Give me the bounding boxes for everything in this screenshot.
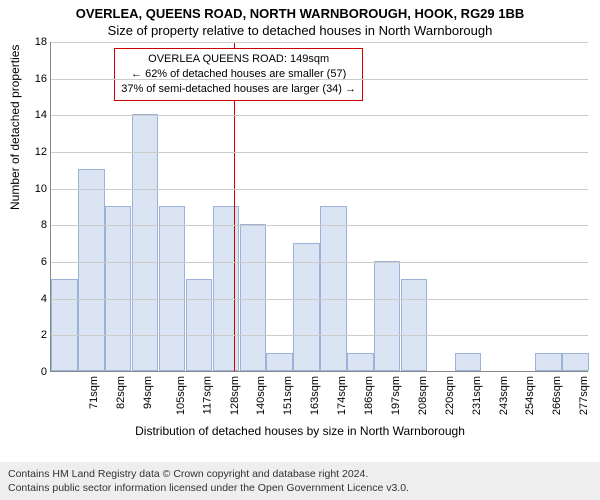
x-tick-label: 277sqm (578, 376, 590, 415)
y-tick-label: 18 (23, 36, 47, 48)
histogram-bar (535, 353, 561, 371)
x-tick-label: 266sqm (551, 376, 563, 415)
histogram-bar (401, 279, 427, 371)
histogram-bar (186, 279, 212, 371)
x-tick-label: 128sqm (229, 376, 241, 415)
footer: Contains HM Land Registry data © Crown c… (0, 462, 600, 500)
x-tick-label: 105sqm (175, 376, 187, 415)
x-tick-label: 197sqm (390, 376, 402, 415)
histogram-bar (51, 279, 77, 371)
y-tick-label: 4 (23, 293, 47, 305)
y-tick-label: 6 (23, 256, 47, 268)
x-tick-label: 71sqm (88, 376, 100, 409)
x-tick-label: 186sqm (363, 376, 375, 415)
histogram-bar (320, 206, 346, 371)
histogram-bar (266, 353, 292, 371)
histogram-bar (347, 353, 373, 371)
x-tick-label: 243sqm (498, 376, 510, 415)
footer-line-2: Contains public sector information licen… (8, 481, 592, 495)
grid-line (51, 79, 588, 80)
page-subtitle: Size of property relative to detached ho… (0, 21, 600, 42)
grid-line (51, 152, 588, 153)
histogram-bar (159, 206, 185, 371)
histogram-bar (562, 353, 588, 371)
y-tick-label: 8 (23, 219, 47, 231)
grid-line (51, 335, 588, 336)
x-tick-label: 94sqm (142, 376, 154, 409)
y-tick-label: 0 (23, 366, 47, 378)
x-tick-label: 208sqm (417, 376, 429, 415)
plot-area: OVERLEA QUEENS ROAD: 149sqm ← 62% of det… (50, 42, 588, 372)
grid-line (51, 225, 588, 226)
page-title: OVERLEA, QUEENS ROAD, NORTH WARNBOROUGH,… (0, 0, 600, 21)
histogram-bar (455, 353, 481, 371)
x-tick-label: 82sqm (115, 376, 127, 409)
y-tick-label: 2 (23, 329, 47, 341)
info-line-1: OVERLEA QUEENS ROAD: 149sqm (121, 52, 356, 67)
x-tick-label: 254sqm (525, 376, 537, 415)
grid-line (51, 262, 588, 263)
x-axis-label: Distribution of detached houses by size … (0, 424, 600, 438)
y-tick-label: 14 (23, 109, 47, 121)
y-tick-label: 10 (23, 183, 47, 195)
histogram-chart: OVERLEA QUEENS ROAD: 149sqm ← 62% of det… (50, 42, 588, 372)
grid-line (51, 42, 588, 43)
grid-line (51, 115, 588, 116)
grid-line (51, 189, 588, 190)
histogram-bar (374, 261, 400, 371)
y-axis-label: Number of detached properties (8, 45, 22, 210)
y-tick-label: 16 (23, 73, 47, 85)
y-tick-label: 12 (23, 146, 47, 158)
x-tick-label: 220sqm (444, 376, 456, 415)
x-tick-label: 163sqm (309, 376, 321, 415)
x-tick-label: 151sqm (282, 376, 294, 415)
info-line-3: 37% of semi-detached houses are larger (… (121, 82, 356, 97)
info-box: OVERLEA QUEENS ROAD: 149sqm ← 62% of det… (114, 48, 363, 101)
x-tick-label: 140sqm (256, 376, 268, 415)
x-tick-label: 117sqm (201, 376, 213, 414)
histogram-bar (78, 169, 104, 371)
grid-line (51, 299, 588, 300)
x-tick-label: 231sqm (471, 376, 483, 415)
histogram-bar (105, 206, 131, 371)
footer-line-1: Contains HM Land Registry data © Crown c… (8, 467, 592, 481)
x-tick-label: 174sqm (336, 376, 348, 415)
